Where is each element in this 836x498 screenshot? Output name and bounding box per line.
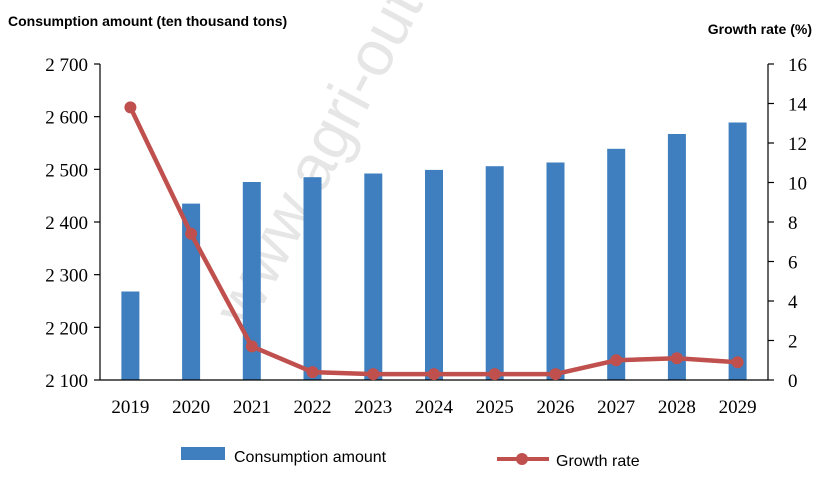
watermark-text: www.agri-outlook xyxy=(198,0,491,337)
point-2020 xyxy=(185,227,198,240)
y-right-tick-label: 10 xyxy=(788,174,807,195)
point-2024 xyxy=(428,368,440,381)
y-axis-left-label: Consumption amount (ten thousand tons) xyxy=(8,13,287,29)
bar-2025 xyxy=(485,166,504,380)
y-left-tick-label: 2 500 xyxy=(45,160,88,181)
x-tick-label: 2026 xyxy=(536,397,574,418)
y-axis-right-label: Growth rate (%) xyxy=(708,21,812,37)
bar-2023 xyxy=(364,173,383,380)
bar-2029 xyxy=(728,122,747,380)
y-right-tick-label: 0 xyxy=(788,371,798,392)
bar-series xyxy=(121,122,747,380)
point-2023 xyxy=(367,368,380,381)
point-2019 xyxy=(124,101,137,114)
legend-line-marker xyxy=(516,453,528,465)
x-tick-label: 2029 xyxy=(719,397,757,418)
legend-label-growth: Growth rate xyxy=(556,453,640,470)
bar-2019 xyxy=(121,291,140,380)
bar-2026 xyxy=(546,162,565,380)
axes: 2 100 2 200 2 300 2 400 2 500 2 600 2 700 0 2 4 6 8… xyxy=(45,55,807,418)
bar-2020 xyxy=(182,203,201,380)
y-right-tick-label: 16 xyxy=(788,55,807,76)
point-2027 xyxy=(610,354,623,367)
point-2025 xyxy=(488,368,501,381)
x-tick-label: 2020 xyxy=(172,397,210,418)
y-left-tick-label: 2 700 xyxy=(45,55,88,76)
x-tick-label: 2027 xyxy=(597,397,635,418)
legend-bar-swatch xyxy=(181,447,225,460)
y-right-tick-label: 2 xyxy=(788,332,798,353)
y-right-tick-label: 4 xyxy=(788,292,798,313)
x-tick-label: 2021 xyxy=(233,397,271,418)
legend-label-consumption: Consumption amount xyxy=(234,449,387,466)
legend: Consumption amount Growth rate xyxy=(181,447,640,470)
point-2029 xyxy=(731,356,744,369)
x-tick-label: 2028 xyxy=(658,397,696,418)
y-right-tick-label: 14 xyxy=(788,95,808,116)
bar-2028 xyxy=(667,134,686,380)
y-left-tick-label: 2 600 xyxy=(45,108,88,129)
x-tick-label: 2022 xyxy=(294,397,332,418)
y-left-tick-label: 2 100 xyxy=(45,371,88,392)
bar-2021 xyxy=(242,182,261,380)
point-2028 xyxy=(670,352,683,365)
bar-2024 xyxy=(425,169,443,380)
x-tick-label: 2023 xyxy=(354,397,392,418)
y-right-tick-label: 12 xyxy=(788,134,807,155)
x-tick-label: 2024 xyxy=(415,397,454,418)
y-right-tick-label: 8 xyxy=(788,213,798,234)
point-2026 xyxy=(549,368,562,381)
x-tick-label: 2019 xyxy=(111,397,149,418)
watermark: www.agri-outlook xyxy=(198,0,491,337)
point-2022 xyxy=(306,366,319,379)
y-right-tick-label: 6 xyxy=(788,253,798,274)
y-left-tick-label: 2 300 xyxy=(45,266,88,287)
line-series xyxy=(124,101,744,381)
y-left-tick-label: 2 400 xyxy=(45,213,88,234)
y-left-tick-label: 2 200 xyxy=(45,318,88,339)
x-tick-label: 2025 xyxy=(476,397,514,418)
point-2021 xyxy=(245,340,258,353)
bar-2022 xyxy=(303,177,322,380)
bar-2027 xyxy=(607,148,626,380)
